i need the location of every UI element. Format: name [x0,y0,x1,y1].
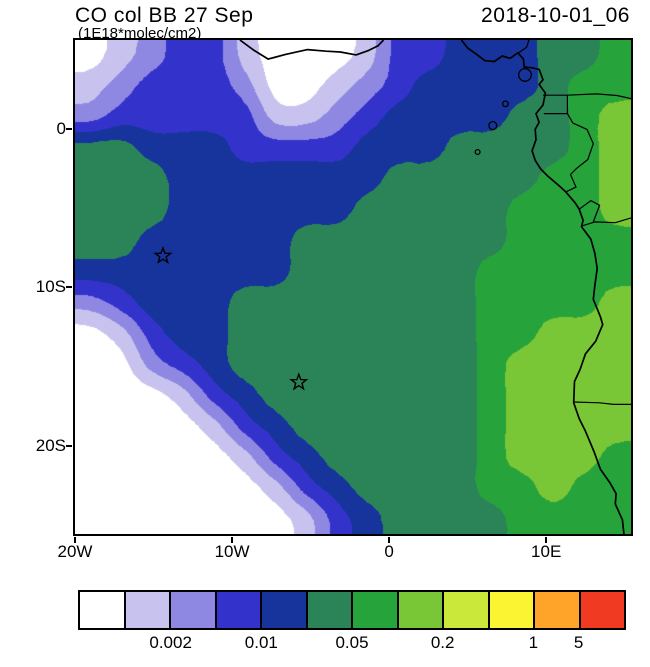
x-tick-label: 20W [57,542,93,561]
colorbar-cell-2 [125,592,171,628]
plot-datetime: 2018-10-01_06 [481,4,630,27]
colorbar-cell-12 [580,592,624,628]
colorbar [78,590,626,630]
colorbar-tick-label: 5 [573,633,584,652]
colorbar-cell-8 [398,592,444,628]
colorbar-cell-4 [216,592,262,628]
y-tick-label: 20S [35,435,66,455]
colorbar-cell-5 [262,592,308,628]
y-tick-label: 0 [56,119,66,139]
y-tick-mark [66,128,72,131]
x-tick-mark [545,537,548,543]
colorbar-cell-3 [171,592,217,628]
colorbar-tick-label: 1 [528,633,539,652]
colorbar-cell-6 [307,592,353,628]
plot-units-label: (1E18*molec/cm2) [78,25,202,42]
colorbar-tick-label: 0.05 [335,633,369,652]
plot-title: CO col BB 27 Sep [75,4,254,27]
y-tick-label: 10S [35,277,66,297]
y-tick-mark [66,444,72,447]
plot-frame [73,38,633,536]
x-tick-label: 10W [214,542,250,561]
colorbar-cell-9 [444,592,490,628]
colorbar-cell-10 [489,592,535,628]
colorbar-cell-11 [535,592,581,628]
heatmap-canvas [75,40,631,534]
colorbar-cell-7 [353,592,399,628]
x-tick-mark [74,537,76,543]
colorbar-tick-label: 0.002 [149,633,192,652]
colorbar-tick-label: 0.2 [430,633,455,652]
x-tick-mark [231,537,234,543]
colorbar-cell-1 [80,592,126,628]
colorbar-tick-label: 0.01 [244,633,278,652]
x-tick-label: 10E [531,542,562,561]
x-tick-label: 0 [384,542,394,561]
x-tick-mark [388,537,391,543]
y-tick-mark [66,286,72,289]
